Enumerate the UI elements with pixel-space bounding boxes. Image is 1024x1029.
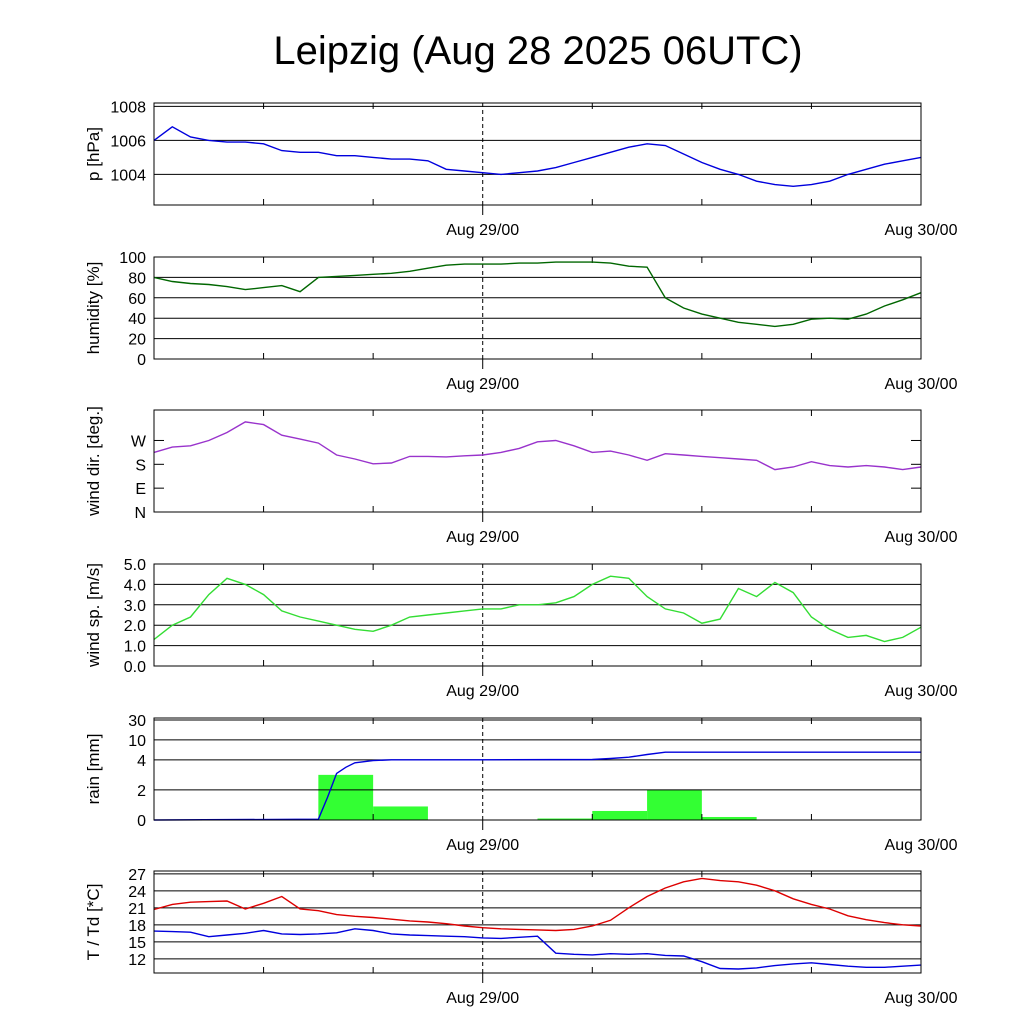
y-tick-label: 0.0 <box>124 659 146 676</box>
y-tick-label: 1004 <box>110 167 146 184</box>
rain-bar <box>592 810 648 820</box>
x-tick-label: Aug 29/00 <box>446 837 519 854</box>
rain-bar <box>318 774 374 820</box>
series-line-wind_speed <box>153 575 922 643</box>
series-line-wind_direction <box>153 421 922 471</box>
rain-cumulative-line <box>153 751 921 821</box>
panel-frame <box>153 717 922 821</box>
y-tick-label: 100 <box>119 250 146 267</box>
x-tick-label: Aug 30/00 <box>885 376 958 393</box>
x-tick-label: Aug 30/00 <box>885 837 958 854</box>
y-axis-label: rain [mm] <box>84 734 103 805</box>
panel-wind_speed: 0.0 1.0 2.0 3.0 4.0 5.0 Aug 29/00 Aug 30/00 wind… <box>84 557 958 700</box>
y-tick-label: 18 <box>128 918 146 935</box>
panel-frame <box>153 409 922 513</box>
panel-frame <box>153 870 922 974</box>
y-tick-label: 15 <box>128 935 146 952</box>
panel-frame <box>153 102 922 206</box>
y-axis-label: T / Td [*C] <box>84 884 103 961</box>
series-line-humidity <box>153 261 922 328</box>
y-tick-label: 60 <box>128 291 146 308</box>
x-tick-label: Aug 29/00 <box>446 683 519 700</box>
x-tick-label: Aug 30/00 <box>885 529 958 546</box>
panel-humidity: 0 20 40 60 80 100 Aug 29/00 Aug 30/00 humidity [… <box>84 250 958 393</box>
panel-rain: 0 2 4 10 30 Aug 29/00 Aug 30/00 rain [mm] <box>84 713 958 854</box>
y-tick-label: 30 <box>128 713 146 730</box>
y-tick-label: 1008 <box>110 99 146 116</box>
y-tick-label: 21 <box>128 901 146 918</box>
chart-title: Leipzig (Aug 28 2025 06UTC) <box>273 29 802 73</box>
x-tick-label: Aug 30/00 <box>885 683 958 700</box>
series-line-td <box>153 928 922 970</box>
y-tick-label: 80 <box>128 270 146 287</box>
y-tick-label: W <box>131 433 147 450</box>
y-tick-label: S <box>135 457 146 474</box>
panel-frame <box>153 256 922 360</box>
y-tick-label: 2 <box>137 783 146 800</box>
y-tick-label: 3.0 <box>124 598 146 615</box>
y-tick-label: 12 <box>128 952 146 969</box>
y-axis-label: p [hPa] <box>84 127 103 181</box>
y-axis-label: wind dir. [deg.] <box>84 406 103 517</box>
y-axis-label: wind sp. [m/s] <box>84 563 103 668</box>
y-tick-label: 20 <box>128 332 146 349</box>
x-tick-label: Aug 29/00 <box>446 529 519 546</box>
rain-bar <box>537 818 593 820</box>
panel-pressure: 1004 1006 1008 Aug 29/00 Aug 30/00 p [hPa] <box>84 99 958 239</box>
y-tick-label: 40 <box>128 311 146 328</box>
y-tick-label: E <box>135 481 146 498</box>
rain-bar <box>701 816 757 820</box>
y-tick-label: 27 <box>128 867 146 884</box>
x-tick-label: Aug 30/00 <box>885 222 958 239</box>
y-tick-label: 0 <box>137 352 146 369</box>
x-tick-label: Aug 29/00 <box>446 376 519 393</box>
y-tick-label: N <box>134 505 146 522</box>
y-tick-label: 4 <box>137 753 146 770</box>
series-line-t <box>153 877 922 932</box>
rain-bar <box>373 806 428 820</box>
y-axis-label: humidity [%] <box>84 262 103 355</box>
y-tick-label: 4.0 <box>124 577 146 594</box>
rain-bar <box>647 789 702 820</box>
series-line-pressure <box>153 125 922 188</box>
x-tick-label: Aug 29/00 <box>446 222 519 239</box>
y-tick-label: 5.0 <box>124 557 146 574</box>
panel-frame <box>153 563 922 667</box>
y-tick-label: 2.0 <box>124 618 146 635</box>
y-tick-label: 1006 <box>110 133 146 150</box>
y-tick-label: 1.0 <box>124 639 146 656</box>
x-tick-label: Aug 30/00 <box>885 990 958 1007</box>
x-tick-label: Aug 29/00 <box>446 990 519 1007</box>
y-tick-label: 0 <box>137 813 146 830</box>
y-tick-label: 24 <box>128 884 146 901</box>
y-tick-label: 10 <box>128 733 146 750</box>
